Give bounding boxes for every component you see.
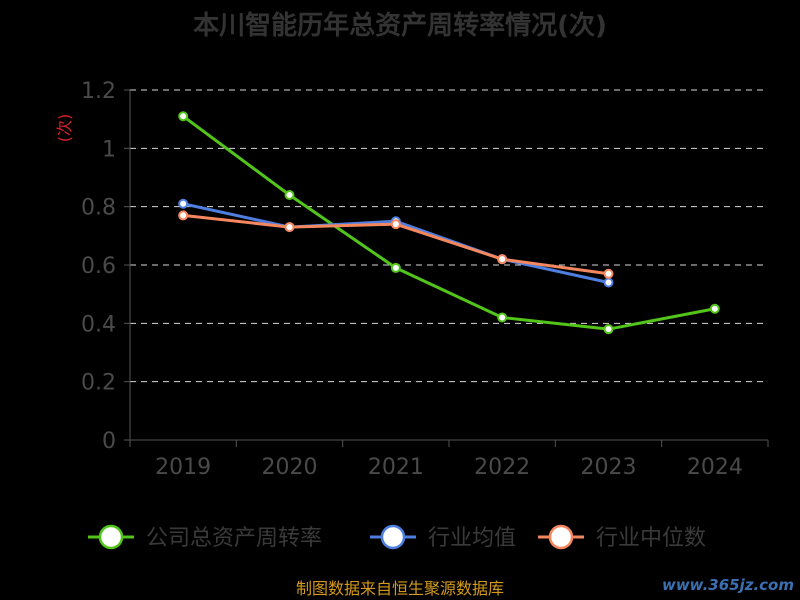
data-point-2-3[interactable] <box>497 254 508 265</box>
legend-label-0: 公司总资产周转率 <box>146 526 322 551</box>
legend-label-2: 行业中位数 <box>596 526 706 551</box>
data-point-0-4[interactable] <box>603 324 614 335</box>
series-0 <box>178 111 720 335</box>
data-point-0-2[interactable] <box>390 262 401 273</box>
data-point-1-0[interactable] <box>178 198 189 209</box>
data-point-0-3[interactable] <box>497 312 508 323</box>
legend-item-1[interactable]: 行业均值 <box>370 524 516 551</box>
legend-item-2[interactable]: 行业中位数 <box>538 524 706 551</box>
y-tick-label-3: 0.6 <box>81 254 116 279</box>
watermark: www.365jz.com <box>662 576 794 594</box>
legend-item-0[interactable]: 公司总资产周转率 <box>88 524 322 551</box>
legend[interactable]: 公司总资产周转率 行业均值 行业中位数 <box>88 524 706 551</box>
series-2 <box>178 210 614 279</box>
legend-swatch-marker-2 <box>548 524 574 550</box>
grid-layer <box>130 89 768 383</box>
data-point-0-5[interactable] <box>709 303 720 314</box>
chart-title: 本川智能历年总资产周转率情况(次) <box>193 10 607 41</box>
x-tick-label-2022: 2022 <box>474 455 530 480</box>
legend-swatch-marker-0 <box>98 524 124 550</box>
y-tick-label-4: 0.8 <box>81 196 116 221</box>
data-point-2-1[interactable] <box>284 222 295 233</box>
x-tick-label-2019: 2019 <box>155 455 211 480</box>
data-point-2-4[interactable] <box>603 268 614 279</box>
data-point-0-0[interactable] <box>178 111 189 122</box>
x-tick-label-2020: 2020 <box>262 455 318 480</box>
y-tick-label-6: 1.2 <box>81 79 116 104</box>
y-tick-label-1: 0.2 <box>81 371 116 396</box>
y-tick-label-2: 0.4 <box>81 312 116 337</box>
legend-swatch-marker-1 <box>380 524 406 550</box>
x-tick-label-2023: 2023 <box>581 455 637 480</box>
data-point-2-0[interactable] <box>178 210 189 221</box>
y-tick-label-5: 1 <box>102 137 116 162</box>
series-layer <box>178 111 720 335</box>
y-axis-label: (次) <box>55 114 74 143</box>
data-point-0-1[interactable] <box>284 190 295 200</box>
data-source-note: 制图数据来自恒生聚源数据库 <box>296 579 504 598</box>
data-point-2-2[interactable] <box>390 219 401 230</box>
axis-layer: 0 0.2 0.4 0.6 0.8 1 1.2 2019 2020 2021 2022 2023 202… <box>81 79 769 480</box>
series-line-0 <box>182 115 716 331</box>
data-point-1-4[interactable] <box>603 277 614 288</box>
y-tick-label-0: 0 <box>102 429 116 454</box>
series-1 <box>178 198 614 288</box>
x-tick-label-2024: 2024 <box>687 455 743 480</box>
x-tick-label-2021: 2021 <box>368 455 424 480</box>
legend-label-1: 行业均值 <box>428 526 516 551</box>
